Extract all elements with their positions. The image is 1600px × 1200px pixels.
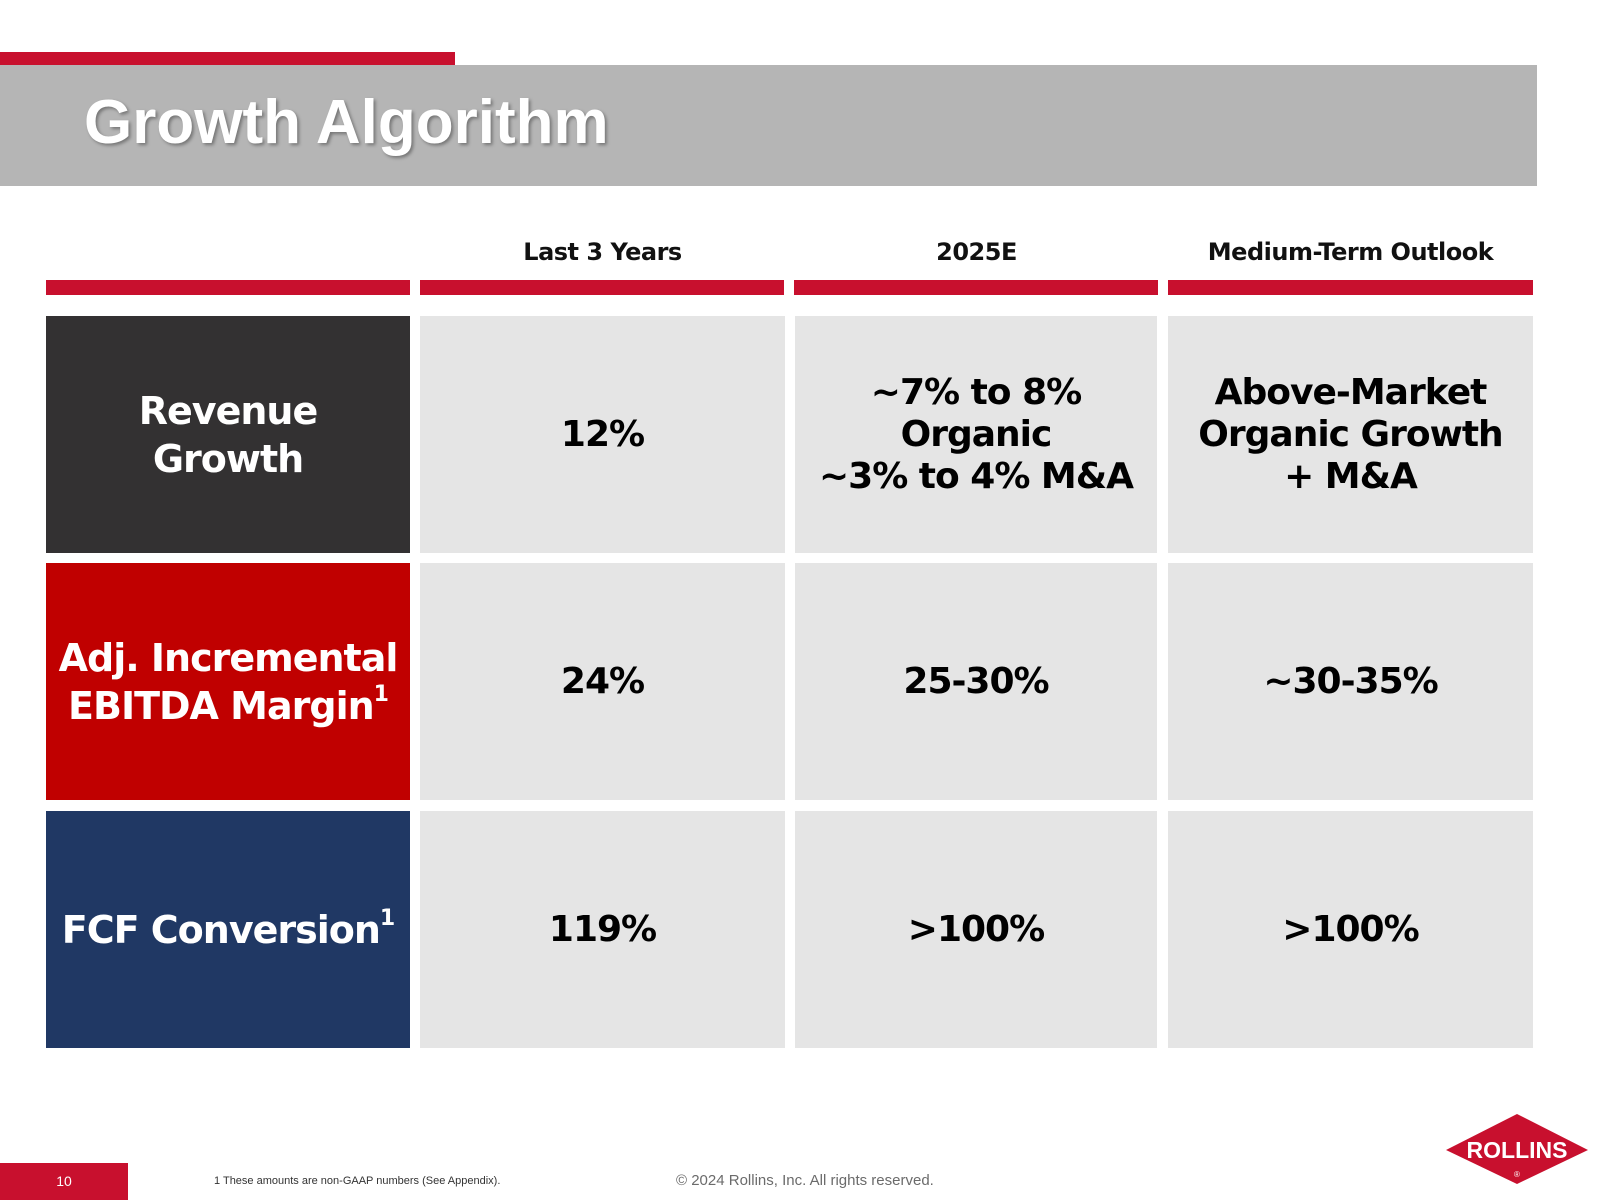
footnote: 1 These amounts are non-GAAP numbers (Se… bbox=[214, 1175, 501, 1187]
column-rule-medium-term-outlook bbox=[1168, 280, 1533, 295]
row-label-fcf-conversion: FCF Conversion1 bbox=[46, 811, 410, 1048]
cell-fcf-2025e: >100% bbox=[795, 811, 1157, 1048]
title-accent-bar bbox=[0, 52, 455, 65]
cell-ebitda-medium-term: ~30-35% bbox=[1168, 563, 1533, 800]
row-label-text: Revenue Growth bbox=[138, 388, 318, 481]
column-header-medium-term-outlook: Medium-Term Outlook bbox=[1207, 238, 1494, 266]
logo-registered-mark: ® bbox=[1514, 1170, 1520, 1179]
cell-ebitda-2025e: 25-30% bbox=[795, 563, 1157, 800]
cell-ebitda-last-3-years: 24% bbox=[420, 563, 785, 800]
cell-revenue-medium-term: Above-Market Organic Growth + M&A bbox=[1168, 316, 1533, 553]
cell-fcf-last-3-years: 119% bbox=[420, 811, 785, 1048]
cell-fcf-medium-term: >100% bbox=[1168, 811, 1533, 1048]
footnote-marker: 1 bbox=[379, 905, 395, 931]
rollins-logo: ROLLINS ® bbox=[1446, 1114, 1588, 1184]
row-label-text: FCF Conversion bbox=[61, 907, 381, 952]
column-rule-last-3-years bbox=[420, 280, 784, 295]
page-number: 10 bbox=[0, 1163, 128, 1200]
row-label-ebitda-margin: Adj. Incremental EBITDA Margin1 bbox=[46, 563, 410, 800]
column-header-last-3-years: Last 3 Years bbox=[523, 238, 682, 266]
row-label-text: Adj. Incremental EBITDA Margin bbox=[58, 635, 399, 728]
logo-diamond bbox=[1446, 1114, 1588, 1184]
footnote-marker: 1 bbox=[373, 681, 389, 707]
copyright: © 2024 Rollins, Inc. All rights reserved… bbox=[676, 1172, 934, 1189]
column-rule-label bbox=[46, 280, 410, 295]
logo-text: ROLLINS bbox=[1467, 1137, 1568, 1163]
column-header-2025e: 2025E bbox=[936, 238, 1017, 266]
title-band bbox=[0, 65, 1537, 186]
cell-revenue-last-3-years: 12% bbox=[420, 316, 785, 553]
column-rule-2025e bbox=[794, 280, 1158, 295]
slide-title: Growth Algorithm bbox=[84, 88, 609, 157]
row-label-revenue-growth: Revenue Growth bbox=[46, 316, 410, 553]
cell-revenue-2025e: ~7% to 8% Organic ~3% to 4% M&A bbox=[795, 316, 1157, 553]
